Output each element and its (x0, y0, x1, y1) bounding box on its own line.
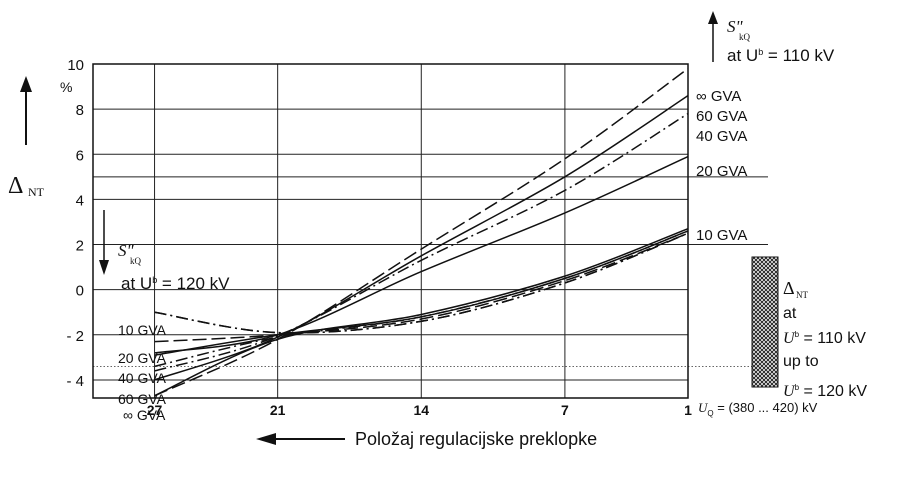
y-tick-label: - 2 (66, 328, 84, 345)
y-tick-label: 8 (76, 102, 84, 119)
left-annotation: S" kQ at Ub = 120 kV (99, 210, 230, 293)
x-tick-label: 21 (270, 402, 286, 418)
svg-text:Ub = 110 kV: Ub = 110 kV (783, 330, 866, 347)
svg-text:at: at (783, 305, 797, 322)
legend-upper: ∞ GVA 60 GVA 40 GVA 20 GVA 10 GVA (696, 88, 747, 244)
plot-frame (92, 63, 689, 399)
svg-text:NT: NT (28, 185, 45, 199)
series-label-right: 20 GVA (696, 163, 747, 180)
series-label-left: 40 GVA (118, 370, 167, 386)
y-tick-label: 2 (76, 238, 84, 255)
lower-series-line (154, 232, 688, 334)
series-label-left: 20 GVA (118, 350, 167, 366)
series-label-right: 60 GVA (696, 108, 747, 125)
delta-band (751, 256, 779, 388)
svg-text:kQ: kQ (130, 256, 142, 266)
x-tick-label: 14 (413, 402, 429, 418)
legend-lower: 10 GVA 20 GVA 40 GVA 60 GVA∞ GVA (118, 322, 167, 423)
band-annotation: Δ NT at Ub = 110 kV up to Ub = 120 kV (783, 278, 867, 400)
series-label-right: ∞ GVA (696, 88, 741, 105)
svg-text:kQ: kQ (739, 32, 751, 42)
y-axis-label: Δ NT (8, 76, 45, 199)
plot-border (92, 63, 689, 399)
svg-text:Δ: Δ (8, 173, 23, 199)
svg-text:Δ: Δ (783, 278, 795, 298)
series-label-left: 10 GVA (118, 322, 167, 338)
svg-text:S": S" (118, 241, 135, 260)
lower-series-line (154, 232, 688, 343)
x-tick-label: 7 (561, 402, 569, 418)
series-label-right: 40 GVA (696, 128, 747, 145)
y-tick-label: 6 (76, 147, 84, 164)
upper-series-line (154, 112, 688, 372)
tick-labels: 10 8 6 4 2 0 - 2 - 4 27 21 14 7 1 (66, 57, 692, 418)
svg-text:Položaj regulacijske preklopke: Položaj regulacijske preklopke (355, 429, 597, 449)
uq-annotation: UQ = (380 ... 420) kV (698, 400, 818, 418)
svg-text:S": S" (727, 17, 744, 36)
series-label-right: 10 GVA (696, 227, 747, 244)
svg-text:Ub = 120 kV: Ub = 120 kV (783, 383, 867, 400)
svg-text:up to: up to (783, 353, 819, 370)
x-tick-label: 27 (147, 402, 163, 418)
x-axis-label: Položaj regulacijske preklopke (256, 429, 597, 449)
svg-text:NT: NT (796, 290, 808, 300)
upper-series-line (154, 67, 688, 397)
top-annotation: S" kQ at Ub = 110 kV (708, 11, 835, 65)
y-tick-label: - 4 (66, 373, 84, 390)
svg-text:UQ = (380 ... 420) kV: UQ = (380 ... 420) kV (698, 400, 818, 418)
reference-lines (93, 176, 768, 367)
svg-text:at Ub = 120 kV: at Ub = 120 kV (121, 274, 230, 293)
series-label-left: 60 GVA (118, 391, 167, 407)
upper-series-line (154, 155, 688, 354)
svg-text:at Ub = 110 kV: at Ub = 110 kV (727, 46, 835, 65)
series-layer (154, 67, 688, 397)
y-tick-label: 10 (67, 57, 84, 74)
lower-series-line (154, 228, 688, 397)
upper-series-line (154, 94, 688, 381)
y-tick-label: 0 (76, 283, 84, 300)
grid-layer (93, 64, 688, 398)
lower-series-line (154, 230, 688, 368)
y-tick-label: 4 (76, 192, 84, 209)
y-unit-label: % (60, 79, 72, 95)
series-label-left: ∞ GVA (123, 407, 166, 423)
x-tick-label: 1 (684, 402, 692, 418)
